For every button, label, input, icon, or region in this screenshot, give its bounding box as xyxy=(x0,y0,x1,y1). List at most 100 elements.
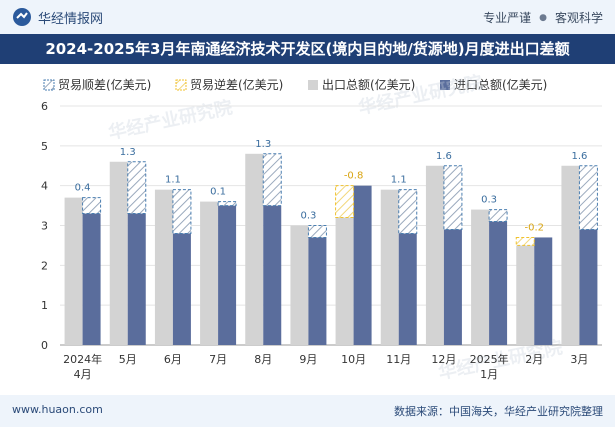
bar-surplus[interactable] xyxy=(398,189,418,234)
x-tick-label: 3月 xyxy=(570,353,588,366)
data-label: 1.3 xyxy=(120,147,136,158)
data-label: 0.3 xyxy=(481,195,497,206)
x-tick-label: 2025年 xyxy=(470,352,509,366)
bar-import[interactable] xyxy=(398,233,417,345)
x-tick-label: 9月 xyxy=(299,353,317,366)
header-tags: 专业严谨 ● 客观科学 xyxy=(483,9,603,26)
bar-export[interactable] xyxy=(200,201,219,345)
bar-import[interactable] xyxy=(218,205,237,345)
x-tick-label: 12月 xyxy=(431,353,456,366)
bar-export[interactable] xyxy=(290,225,309,346)
footer-source: 数据来源：中国海关，华经产业研究院整理 xyxy=(394,405,603,418)
legend-label-surplus: 贸易顺差(亿美元) xyxy=(58,77,151,92)
bar-surplus[interactable] xyxy=(443,165,463,230)
legend-label-export: 出口总额(亿美元) xyxy=(322,77,415,92)
bar-surplus[interactable] xyxy=(127,161,147,215)
bar-surplus[interactable] xyxy=(578,165,598,230)
y-tick-label: 3 xyxy=(41,220,48,233)
legend-swatch-deficit xyxy=(175,79,187,91)
y-tick-label: 5 xyxy=(41,140,48,153)
brand-name: 华经情报网 xyxy=(38,11,104,27)
legend-item-deficit[interactable]: 贸易逆差(亿美元) xyxy=(175,77,283,92)
bar-import[interactable] xyxy=(489,221,508,345)
legend-label-deficit: 贸易逆差(亿美元) xyxy=(190,77,283,92)
bar-surplus[interactable] xyxy=(307,225,327,238)
bar-surplus[interactable] xyxy=(172,189,192,234)
y-tick-label: 2 xyxy=(41,259,48,272)
legend-swatch-surplus xyxy=(43,79,55,91)
data-label: -0.2 xyxy=(524,222,544,233)
watermark-1: 华经产业研究院 xyxy=(106,96,234,144)
bar-import[interactable] xyxy=(579,229,598,345)
bar-import[interactable] xyxy=(353,185,372,345)
brand[interactable]: 华经情报网 xyxy=(12,7,103,27)
bar-surplus[interactable] xyxy=(82,197,102,215)
y-tick-label: 0 xyxy=(41,339,48,352)
bar-export[interactable] xyxy=(335,217,354,345)
title-bar: 2024-2025年3月年南通经济技术开发区(境内目的地/货源地)月度进出口差额 xyxy=(0,34,615,64)
bar-export[interactable] xyxy=(516,245,535,345)
chart-title: 2024-2025年3月年南通经济技术开发区(境内目的地/货源地)月度进出口差额 xyxy=(45,40,570,58)
x-tick-label: 11月 xyxy=(386,353,411,366)
data-label: 1.1 xyxy=(391,175,407,186)
bar-export[interactable] xyxy=(109,161,128,345)
tag-professional: 专业严谨 xyxy=(483,11,532,25)
axes: 0 1 2 3 4 5 6 2024年 4月 5月 6月 7月 8月 9月 10月 11月 12月 2025年 1月… xyxy=(41,100,602,381)
data-labels: 0.4 1.3 1.1 0.1 1.3 0.3 -0.8 1.1 1.6 0.3 -0.2 1.6 xyxy=(75,139,588,234)
bar-export[interactable] xyxy=(471,209,490,345)
bar-export[interactable] xyxy=(154,189,173,345)
data-label: 0.4 xyxy=(75,183,91,194)
bar-import[interactable] xyxy=(82,213,101,345)
y-tick-label: 1 xyxy=(41,299,48,312)
x-tick-label: 7月 xyxy=(209,353,227,366)
x-tick-label: 6月 xyxy=(164,353,182,366)
y-tick-label: 4 xyxy=(41,180,48,193)
legend-label-import: 进口总额(亿美元) xyxy=(454,77,547,92)
data-label: 1.3 xyxy=(255,139,271,150)
dot-separator-icon: ● xyxy=(539,12,547,23)
legend-item-surplus[interactable]: 贸易顺差(亿美元) xyxy=(43,77,151,92)
bar-export[interactable] xyxy=(425,165,444,345)
top-bar: 华经情报网 专业严谨 ● 客观科学 xyxy=(0,0,615,34)
data-label: 1.1 xyxy=(165,175,181,186)
bar-import[interactable] xyxy=(263,205,282,345)
x-tick-label: 2024年 xyxy=(63,352,102,366)
legend-swatch-export xyxy=(308,80,318,90)
bar-import[interactable] xyxy=(443,229,462,345)
bar-surplus[interactable] xyxy=(217,201,237,207)
bar-deficit[interactable] xyxy=(335,185,355,219)
legend: 贸易顺差(亿美元) 贸易逆差(亿美元) 出口总额(亿美元) 进口总额(亿美元) xyxy=(43,77,547,92)
legend-swatch-import xyxy=(440,80,450,90)
bar-import[interactable] xyxy=(172,233,191,345)
x-tick-label: 2月 xyxy=(525,353,543,366)
bar-import[interactable] xyxy=(308,237,327,345)
x-tick-label: 5月 xyxy=(119,353,137,366)
bars xyxy=(64,153,598,346)
bar-import[interactable] xyxy=(127,213,146,345)
bar-export[interactable] xyxy=(561,165,580,345)
tag-objective: 客观科学 xyxy=(554,11,603,25)
legend-item-export[interactable]: 出口总额(亿美元) xyxy=(308,77,415,92)
x-tick-label: 8月 xyxy=(254,353,272,366)
data-label: 0.3 xyxy=(300,211,316,222)
data-label: 1.6 xyxy=(571,151,587,162)
brand-logo-icon xyxy=(13,8,31,26)
data-label: 0.1 xyxy=(210,187,226,198)
bar-export[interactable] xyxy=(380,189,399,345)
footer-url[interactable]: www.huaon.com xyxy=(12,403,103,416)
footer: www.huaon.com 数据来源：中国海关，华经产业研究院整理 xyxy=(0,395,615,427)
bar-surplus[interactable] xyxy=(262,153,282,207)
bar-surplus[interactable] xyxy=(488,209,508,223)
x-tick-label: 10月 xyxy=(341,353,366,366)
bar-export[interactable] xyxy=(245,153,264,345)
x-tick-label: 4月 xyxy=(74,368,92,381)
bar-deficit[interactable] xyxy=(515,236,535,246)
chart: 贸易顺差(亿美元) 贸易逆差(亿美元) 出口总额(亿美元) 进口总额(亿美元) … xyxy=(41,71,602,384)
data-label: -0.8 xyxy=(344,171,364,182)
y-tick-label: 6 xyxy=(41,100,48,113)
legend-item-import[interactable]: 进口总额(亿美元) xyxy=(440,77,547,92)
bar-export[interactable] xyxy=(64,197,83,345)
x-tick-label: 1月 xyxy=(480,368,498,381)
data-label: 1.6 xyxy=(436,151,452,162)
bar-import[interactable] xyxy=(534,237,553,345)
